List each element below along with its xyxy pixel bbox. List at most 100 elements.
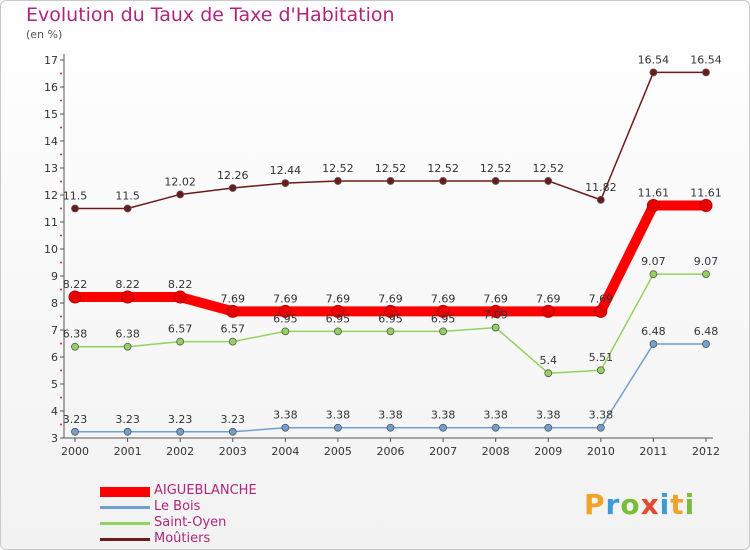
x-tick-label: 2009 [534,445,562,458]
data-point [334,327,342,336]
y-minor-tick [60,207,62,210]
y-tick-label: 7 [51,324,58,337]
data-label: 7.69 [536,292,561,305]
data-point [228,427,237,436]
logo-letter: o [620,488,641,521]
logo-letter: r [605,488,621,521]
data-label: 8.22 [168,278,193,291]
x-tick-label: 2000 [61,445,89,458]
data-point [541,304,555,318]
y-minor-tick [60,180,62,183]
data-label: 11.82 [585,181,617,194]
y-minor-tick [60,126,62,129]
logo-letter: P [584,488,606,521]
y-minor-tick [60,288,62,291]
y-tick-label: 11 [44,216,58,229]
y-minor-tick [60,72,62,75]
data-point [491,177,500,185]
data-label: 6.48 [694,325,719,338]
y-tick-label: 15 [44,108,58,121]
y-tick-label: 16 [44,81,58,94]
logo-letter: i [684,488,696,521]
data-label: 3.38 [378,409,403,422]
data-point [649,68,658,77]
data-label: 7.69 [221,292,246,305]
x-tick-label: 2010 [587,445,615,458]
data-point [226,304,240,318]
data-label: 6.57 [221,323,246,336]
data-point [491,323,500,332]
data-point [176,337,185,346]
data-point [176,427,185,436]
data-label: 12.44 [270,164,302,177]
chart-title: Evolution du Taux de Taxe d'Habitation [26,4,395,26]
data-point [702,68,710,77]
data-point [544,369,553,378]
data-point [281,179,290,188]
y-minor-tick [60,342,62,345]
data-label: 3.38 [431,409,456,422]
data-point [331,304,345,318]
data-label: 7.69 [483,292,508,305]
data-label: 11.61 [690,187,722,200]
y-minor-tick [60,99,62,102]
x-tick-label: 2011 [639,445,667,458]
x-tick-label: 2003 [219,445,247,458]
data-label: 7.69 [326,292,351,305]
legend-swatch-aigueblanche [100,487,150,497]
data-label: 3.23 [221,413,246,426]
logo-letter: t [670,488,685,521]
data-point [596,423,605,432]
y-tick-label: 10 [44,243,58,256]
data-point [281,423,290,432]
data-point [489,304,503,318]
data-point [649,340,658,348]
data-point [121,290,135,304]
data-label: 6.57 [168,323,193,336]
data-label: 6.95 [273,312,298,325]
data-point [386,327,395,336]
data-label: 8.22 [115,278,140,291]
x-tick-label: 2005 [324,445,352,458]
x-tick-label: 2001 [114,445,142,458]
x-tick-label: 2007 [429,445,457,458]
y-tick-label: 12 [44,189,58,202]
legend-label-saint-oyen: Saint-Oyen [154,515,227,530]
data-label: 3.38 [326,409,351,422]
data-point [702,270,710,279]
data-label: 8.22 [63,278,88,291]
legend-label-moutiers: Moûtiers [154,531,211,546]
data-label: 7.69 [431,292,456,305]
data-label: 3.38 [483,409,508,422]
logo-letter: x [640,488,660,521]
data-point [334,177,342,185]
x-tick-label: 2006 [377,445,405,458]
data-point [649,270,658,279]
data-point [68,290,82,304]
data-label: 12.02 [164,175,196,188]
legend-swatch-le-bois [100,506,150,509]
legend-swatch-saint-oyen [100,522,150,525]
y-minor-tick [60,369,62,372]
y-tick-label: 4 [51,405,58,418]
data-label: 12.52 [375,162,407,175]
data-label: 7.69 [378,292,403,305]
y-minor-tick [60,234,62,237]
data-point [123,342,132,351]
data-label: 9.07 [641,255,666,268]
data-label: 6.38 [63,328,88,341]
data-label: 6.48 [641,325,666,338]
data-point [228,337,237,346]
data-label: 7.69 [273,292,298,305]
y-tick-label: 8 [51,297,58,310]
data-label: 12.52 [480,162,512,175]
legend-swatch-moutiers [100,538,150,541]
data-point [386,423,395,432]
data-point [71,204,79,213]
data-point [596,195,605,204]
data-point [71,427,79,436]
data-label: 3.38 [273,409,298,422]
data-point [596,366,605,375]
